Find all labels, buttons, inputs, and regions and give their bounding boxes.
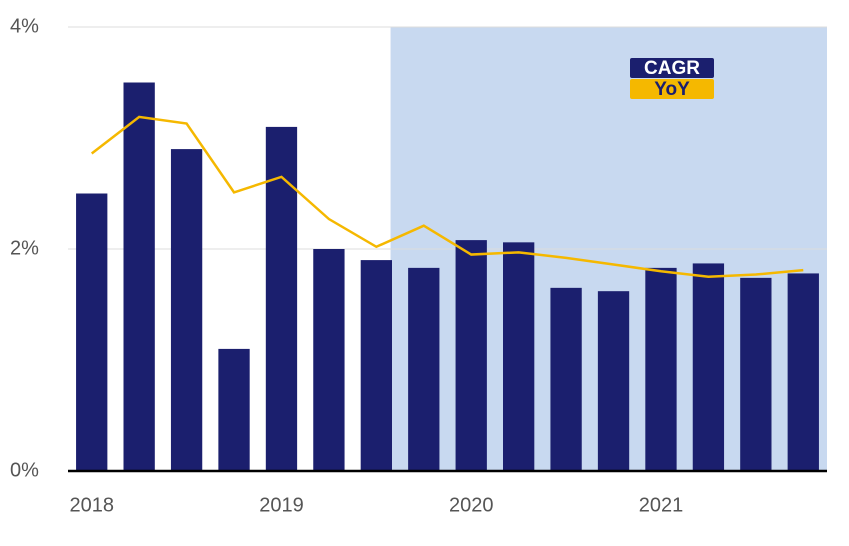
bar (408, 267, 440, 471)
bar (645, 267, 677, 471)
bar (360, 260, 392, 471)
bar (265, 126, 298, 472)
bar (503, 242, 535, 471)
y-tick-label: 4% (10, 15, 39, 37)
legend-label: YoY (654, 79, 690, 100)
y-tick-label: 2% (10, 237, 39, 259)
legend-swatch (630, 58, 714, 78)
y-tick-label: 0% (10, 459, 39, 481)
legend-label: CAGR (644, 58, 700, 79)
bar (123, 82, 155, 471)
x-tick-label: 2021 (639, 494, 684, 516)
x-tick-label: 2019 (259, 494, 304, 516)
line (90, 115, 804, 279)
bar (313, 249, 345, 471)
bar (550, 287, 582, 471)
legend-swatch (630, 79, 714, 99)
bar (597, 291, 630, 471)
bar (692, 263, 725, 471)
bar (218, 348, 250, 471)
bar (787, 273, 819, 471)
x-tick-label: 2018 (69, 494, 114, 516)
bar (455, 240, 487, 471)
bar (170, 149, 203, 471)
x-tick-label: 2020 (449, 494, 494, 516)
bar (740, 277, 772, 471)
bar (76, 193, 108, 471)
